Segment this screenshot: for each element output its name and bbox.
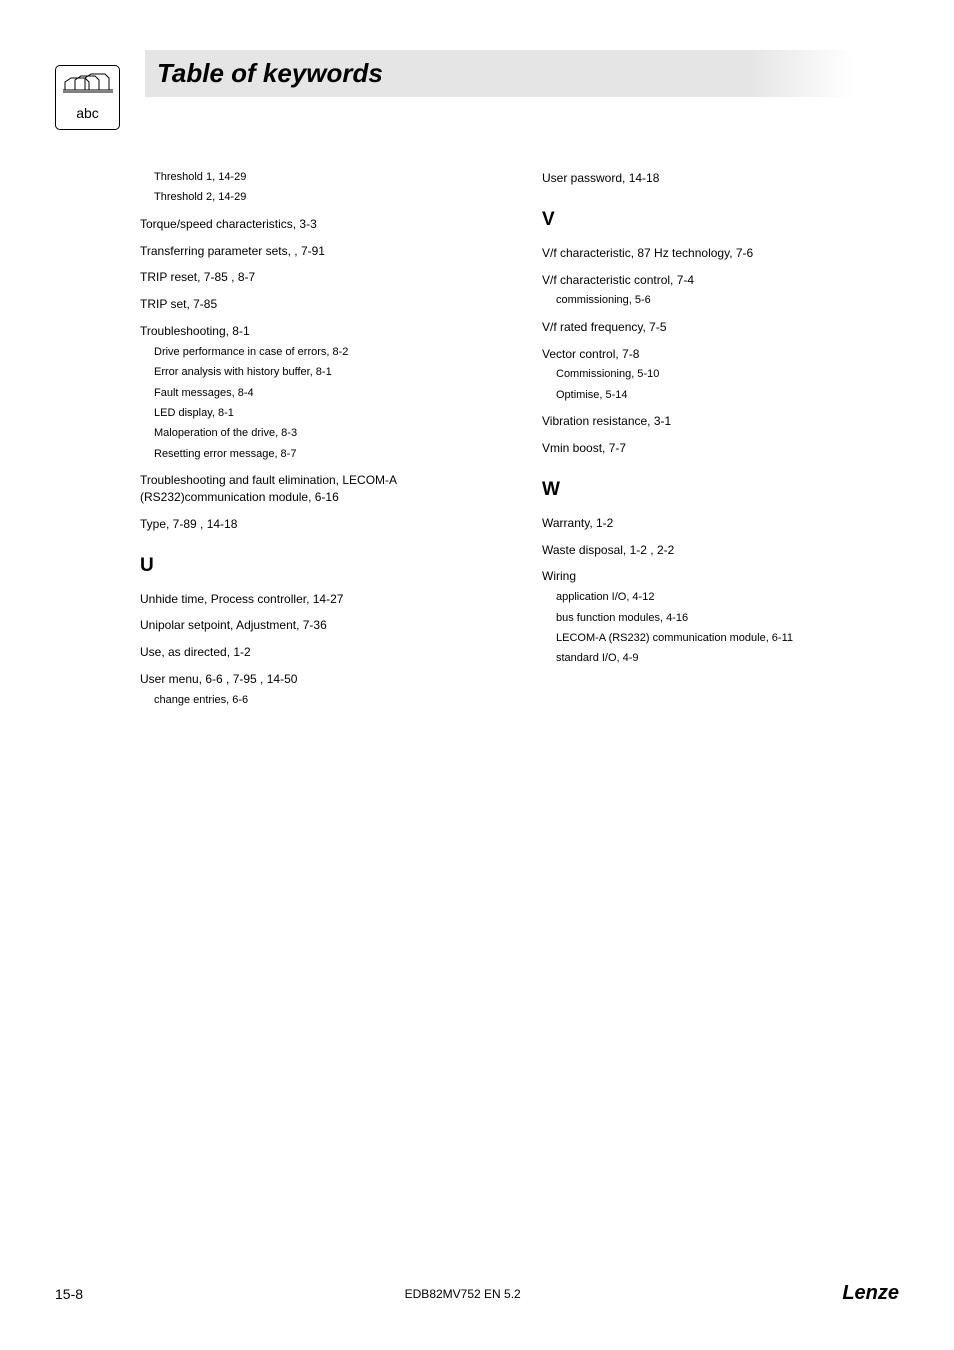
index-sub-entry: Resetting error message, 8-7	[154, 447, 492, 462]
right-column: User password, 14-18 V V/f characteristi…	[542, 170, 894, 718]
left-column: Threshold 1, 14-29 Threshold 2, 14-29 To…	[140, 170, 492, 718]
index-entry: Vector control, 7-8	[542, 346, 894, 363]
vf-control-group: V/f characteristic control, 7-4 commissi…	[542, 272, 894, 309]
index-entry: User password, 14-18	[542, 170, 894, 187]
index-sub-entry: standard I/O, 4-9	[556, 651, 894, 666]
index-entry: Torque/speed characteristics, 3-3	[140, 216, 492, 233]
index-entry: Vibration resistance, 3-1	[542, 413, 894, 430]
index-sub-entry: commissioning, 5-6	[556, 293, 894, 308]
index-entry: V/f characteristic control, 7-4	[542, 272, 894, 289]
threshold-group: Threshold 1, 14-29 Threshold 2, 14-29	[140, 170, 492, 206]
index-sub-entry: Threshold 1, 14-29	[154, 170, 492, 185]
index-sub-entry: bus function modules, 4-16	[556, 611, 894, 626]
troubleshooting-group: Troubleshooting, 8-1 Drive performance i…	[140, 323, 492, 462]
section-icon: abc	[55, 65, 120, 130]
index-sub-entry: Error analysis with history buffer, 8-1	[154, 365, 492, 380]
title-bar: Table of keywords	[145, 50, 854, 97]
index-entry: TRIP set, 7-85	[140, 296, 492, 313]
section-letter-u: U	[140, 555, 492, 577]
index-entry: Waste disposal, 1-2 , 2-2	[542, 542, 894, 559]
index-entry: Vmin boost, 7-7	[542, 440, 894, 457]
index-entry: TRIP reset, 7-85 , 8-7	[140, 269, 492, 286]
icon-label: abc	[76, 105, 99, 121]
index-entry: User menu, 6-6 , 7-95 , 14-50	[140, 671, 492, 688]
page-title: Table of keywords	[157, 58, 842, 89]
folder-tabs-icon	[63, 72, 113, 94]
index-sub-entry: change entries, 6-6	[154, 693, 492, 708]
index-entry: Warranty, 1-2	[542, 515, 894, 532]
index-sub-entry: LED display, 8-1	[154, 406, 492, 421]
index-entry: Wiring	[542, 568, 894, 585]
user-menu-group: User menu, 6-6 , 7-95 , 14-50 change ent…	[140, 671, 492, 708]
index-sub-entry: Commissioning, 5-10	[556, 367, 894, 382]
index-entry: Transferring parameter sets, , 7-91	[140, 243, 492, 260]
section-letter-v: V	[542, 209, 894, 231]
index-sub-entry: Optimise, 5-14	[556, 388, 894, 403]
index-entry: Unhide time, Process controller, 14-27	[140, 591, 492, 608]
brand-logo: Lenze	[842, 1282, 899, 1305]
page-number: 15-8	[55, 1286, 83, 1302]
index-entry: Use, as directed, 1-2	[140, 644, 492, 661]
index-sub-entry: Maloperation of the drive, 8-3	[154, 426, 492, 441]
wiring-group: Wiring application I/O, 4-12 bus functio…	[542, 568, 894, 666]
vector-group: Vector control, 7-8 Commissioning, 5-10 …	[542, 346, 894, 404]
index-entry: Troubleshooting, 8-1	[140, 323, 492, 340]
section-letter-w: W	[542, 479, 894, 501]
document-id: EDB82MV752 EN 5.2	[405, 1287, 521, 1301]
index-sub-entry: Fault messages, 8-4	[154, 386, 492, 401]
index-sub-entry: Drive performance in case of errors, 8-2	[154, 345, 492, 360]
header: abc Table of keywords	[55, 50, 854, 130]
index-sub-entry: LECOM-A (RS232) communication module, 6-…	[556, 631, 894, 646]
index-sub-entry: Threshold 2, 14-29	[154, 190, 492, 205]
footer: 15-8 EDB82MV752 EN 5.2 Lenze	[55, 1282, 899, 1305]
index-sub-entry: application I/O, 4-12	[556, 590, 894, 605]
index-entry: Type, 7-89 , 14-18	[140, 516, 492, 533]
index-entry: Unipolar setpoint, Adjustment, 7-36	[140, 617, 492, 634]
index-entry: Troubleshooting and fault elimination, L…	[140, 472, 492, 506]
content-area: Threshold 1, 14-29 Threshold 2, 14-29 To…	[140, 170, 894, 718]
index-entry: V/f rated frequency, 7-5	[542, 319, 894, 336]
index-entry: V/f characteristic, 87 Hz technology, 7-…	[542, 245, 894, 262]
